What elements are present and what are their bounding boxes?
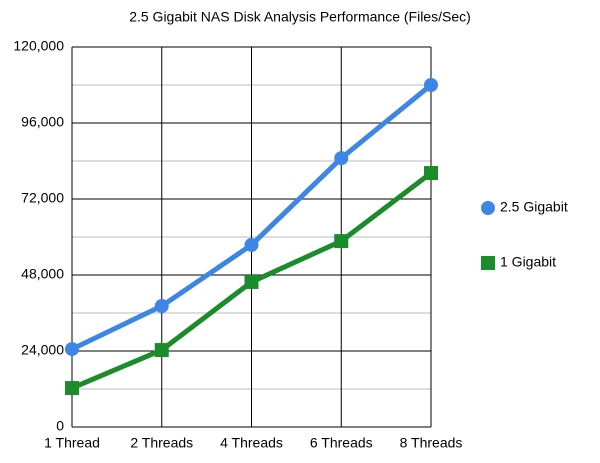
data-point <box>424 166 438 181</box>
x-tick-label: 1 Thread <box>44 435 100 451</box>
legend-marker <box>481 201 495 215</box>
legend-label: 2.5 Gigabit <box>500 199 568 215</box>
y-tick-label: 72,000 <box>21 190 64 206</box>
data-point <box>334 234 349 249</box>
y-tick-label: 48,000 <box>21 266 64 282</box>
y-tick-label: 96,000 <box>21 114 64 130</box>
y-tick-label: 120,000 <box>13 38 64 54</box>
x-tick-label: 2 Threads <box>130 435 193 451</box>
data-point <box>244 274 259 289</box>
y-tick-label: 0 <box>56 418 64 434</box>
data-point <box>424 78 438 92</box>
data-point <box>244 237 259 252</box>
legend-label: 1 Gigabit <box>500 254 556 270</box>
data-point <box>154 299 169 314</box>
data-point <box>65 342 79 357</box>
data-point <box>154 343 169 358</box>
x-tick-label: 4 Threads <box>220 435 283 451</box>
y-tick-label: 24,000 <box>21 342 64 358</box>
data-point <box>65 381 79 396</box>
x-tick-label: 6 Threads <box>310 435 373 451</box>
legend-marker <box>481 256 495 270</box>
chart-title: 2.5 Gigabit NAS Disk Analysis Performanc… <box>129 9 471 25</box>
data-point <box>334 151 349 166</box>
x-tick-label: 8 Threads <box>400 435 463 451</box>
